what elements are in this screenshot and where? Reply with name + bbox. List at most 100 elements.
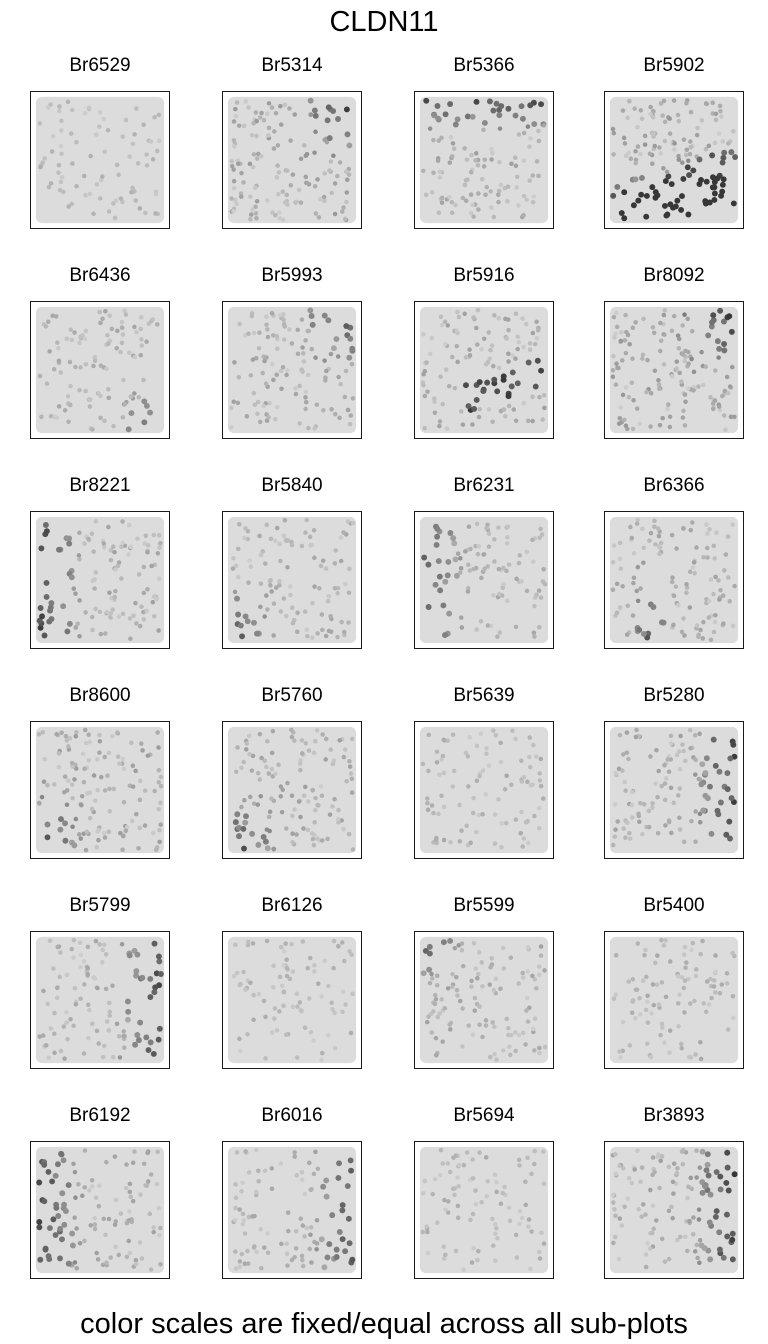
expression-spot <box>460 963 466 969</box>
expression-spot <box>674 1237 680 1243</box>
panel-frame <box>30 511 170 649</box>
expression-spot <box>538 526 543 532</box>
expression-spot <box>285 202 290 207</box>
expression-spot <box>79 1193 85 1199</box>
expression-spot <box>657 551 662 557</box>
expression-spot <box>683 758 688 764</box>
expression-spot <box>326 983 331 989</box>
expression-spot <box>302 1234 307 1239</box>
expression-spot <box>693 1052 698 1057</box>
panel-frame <box>414 1141 554 1279</box>
expression-spot <box>514 380 521 387</box>
expression-spot <box>437 1011 442 1016</box>
expression-spot <box>255 841 262 848</box>
expression-spot <box>504 541 510 546</box>
expression-spot <box>486 544 492 549</box>
expression-spot <box>271 846 277 852</box>
expression-spot <box>235 400 241 406</box>
expression-spot <box>278 368 284 374</box>
expression-spot <box>92 358 98 364</box>
expression-spot <box>307 1246 313 1252</box>
expression-spot <box>318 196 323 202</box>
expression-spot <box>705 555 710 560</box>
expression-spot <box>514 1255 520 1260</box>
expression-spot <box>676 157 682 162</box>
expression-spot <box>106 395 112 401</box>
expression-spot <box>727 599 732 604</box>
expression-spot <box>47 349 52 354</box>
expression-spot <box>459 947 465 953</box>
expression-spot <box>65 1182 72 1189</box>
expression-spot <box>659 1236 665 1242</box>
expression-spot <box>429 1030 435 1035</box>
expression-spot <box>491 593 496 598</box>
expression-spot <box>505 393 512 400</box>
expression-spot <box>231 973 237 979</box>
expression-spot <box>470 1211 476 1217</box>
expression-spot <box>540 417 545 422</box>
expression-spot <box>56 751 62 756</box>
expression-spot <box>614 183 621 190</box>
expression-spot <box>251 619 257 626</box>
expression-spot <box>473 98 480 105</box>
expression-spot <box>284 372 289 378</box>
expression-spot <box>36 1179 43 1186</box>
expression-spot <box>654 982 660 988</box>
expression-spot <box>343 323 350 330</box>
expression-spot <box>457 839 463 844</box>
expression-spot <box>496 199 501 205</box>
expression-spot <box>312 426 317 431</box>
expression-spot <box>506 359 511 364</box>
expression-spot <box>440 1039 445 1044</box>
panel-title: Br8092 <box>643 265 705 286</box>
expression-spot <box>688 1175 694 1181</box>
expression-spot <box>711 190 718 197</box>
expression-spot <box>236 833 242 840</box>
expression-spot <box>710 736 717 743</box>
expression-spot <box>277 541 282 547</box>
expression-spot <box>420 1229 426 1235</box>
expression-spot <box>248 373 254 378</box>
expression-spot <box>304 627 310 632</box>
expression-spot <box>719 114 724 119</box>
expression-spot <box>717 597 722 602</box>
expression-spot <box>504 336 509 341</box>
tissue-area <box>227 516 357 644</box>
expression-spot <box>292 1150 297 1155</box>
expression-spot <box>726 818 733 825</box>
expression-spot <box>470 1176 476 1181</box>
expression-spot <box>504 568 509 574</box>
expression-spot <box>81 779 87 785</box>
expression-spot <box>300 369 305 375</box>
expression-spot <box>333 1254 340 1260</box>
expression-spot <box>333 336 340 343</box>
expression-spot <box>332 561 338 566</box>
expression-spot <box>268 583 273 588</box>
expression-spot <box>82 1148 88 1153</box>
expression-spot <box>713 613 718 618</box>
expression-spot <box>41 632 48 639</box>
expression-spot <box>153 189 159 194</box>
expression-spot <box>445 1161 450 1166</box>
expression-spot <box>56 404 62 409</box>
expression-spot <box>653 960 658 966</box>
expression-spot <box>277 974 283 980</box>
expression-spot <box>679 193 685 200</box>
expression-spot <box>346 354 353 361</box>
expression-spot <box>683 152 689 158</box>
expression-spot <box>278 1161 284 1166</box>
expression-spot <box>234 1150 240 1155</box>
expression-spot <box>496 192 501 198</box>
expression-spot <box>262 614 267 619</box>
expression-spot <box>641 545 647 551</box>
expression-spot <box>106 829 112 835</box>
expression-spot <box>711 591 716 597</box>
expression-spot <box>152 614 157 619</box>
expression-spot <box>279 386 284 391</box>
expression-spot <box>158 774 164 780</box>
panel-title: Br5599 <box>453 895 515 916</box>
expression-spot <box>643 193 650 199</box>
expression-spot <box>474 325 479 331</box>
expression-spot <box>295 610 300 616</box>
expression-spot <box>69 201 75 207</box>
